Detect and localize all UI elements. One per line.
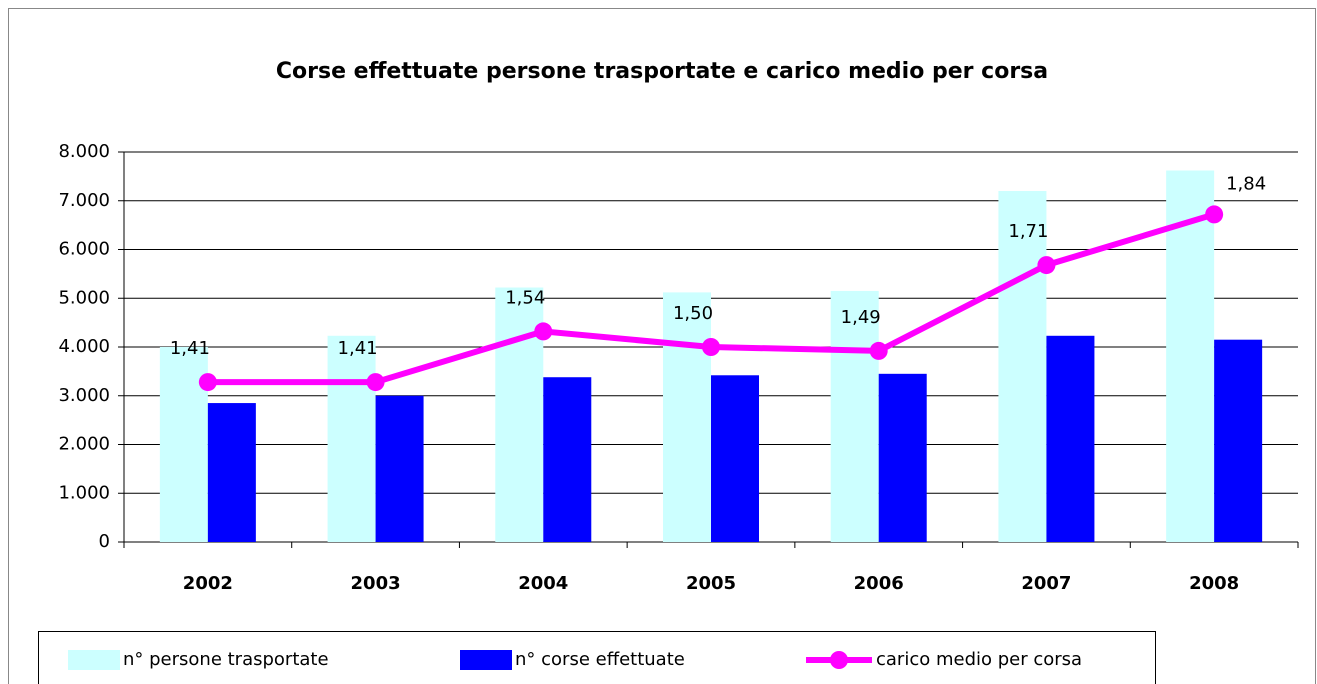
chart-frame <box>8 8 1316 684</box>
legend-swatch <box>460 650 512 670</box>
legend-label: carico medio per corsa <box>876 649 1082 670</box>
chart-title: Corse effettuate persone trasportate e c… <box>276 59 1048 84</box>
marker <box>366 373 385 392</box>
bar <box>495 287 544 542</box>
x-tick-label: 2008 <box>1189 573 1239 594</box>
bar <box>663 292 711 542</box>
bar <box>830 290 879 542</box>
y-tick-label: 7.000 <box>58 190 110 211</box>
bar <box>207 403 256 542</box>
data-label: 1,50 <box>673 303 713 324</box>
y-tick-label: 3.000 <box>58 385 110 406</box>
data-label: 1,71 <box>1008 221 1048 242</box>
x-tick-label: 2006 <box>854 573 904 594</box>
data-label: 1,54 <box>505 287 545 308</box>
x-tick-label: 2005 <box>686 573 736 594</box>
marker <box>702 338 720 356</box>
legend-box <box>38 631 1156 684</box>
bar <box>878 373 927 542</box>
y-tick-label: 2.000 <box>58 434 110 455</box>
marker <box>1037 256 1056 275</box>
legend-label: n° corse effettuate <box>515 649 685 670</box>
data-label: 1,41 <box>338 338 378 359</box>
x-tick-label: 2007 <box>1021 573 1071 594</box>
y-tick-label: 0 <box>99 531 110 552</box>
marker <box>869 341 888 360</box>
data-label: 1,41 <box>170 338 210 359</box>
marker <box>1205 205 1224 224</box>
y-tick-label: 5.000 <box>58 287 110 308</box>
marker <box>534 322 553 341</box>
bar <box>711 375 759 542</box>
x-tick-label: 2004 <box>518 573 568 594</box>
bar <box>1214 339 1263 542</box>
legend-label: n° persone trasportate <box>123 649 329 670</box>
bar <box>998 191 1047 542</box>
bar <box>159 347 208 542</box>
marker <box>198 373 217 392</box>
bar <box>375 395 424 542</box>
data-label: 1,84 <box>1226 173 1266 194</box>
x-tick-label: 2003 <box>351 573 401 594</box>
y-tick-label: 1.000 <box>58 482 110 503</box>
legend-marker <box>830 651 848 669</box>
y-tick-label: 8.000 <box>58 141 110 162</box>
data-label: 1,49 <box>841 307 881 328</box>
legend-swatch <box>68 650 120 670</box>
bar <box>1166 170 1215 542</box>
bar <box>543 377 592 542</box>
y-tick-label: 6.000 <box>58 239 110 260</box>
bar <box>1046 335 1095 542</box>
x-tick-label: 2002 <box>183 573 233 594</box>
y-tick-label: 4.000 <box>58 336 110 357</box>
bar <box>327 335 376 542</box>
